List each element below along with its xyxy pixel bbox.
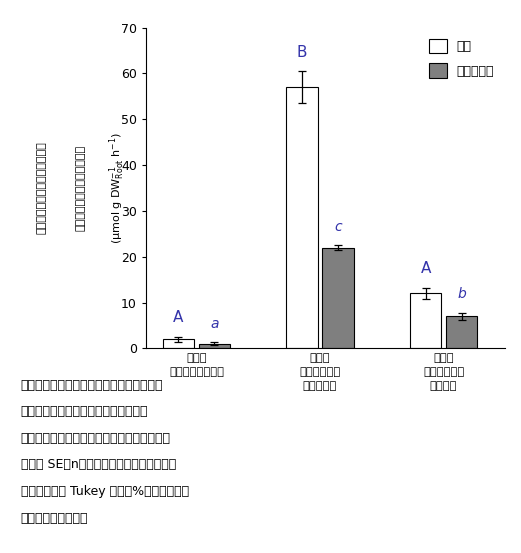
Bar — [287, 87, 318, 348]
Text: 注）図１のガス層には空気を充填している。: 注）図１のガス層には空気を充填している。 — [21, 432, 171, 445]
Text: 量および根系からの二酸化炭素排出量: 量および根系からの二酸化炭素排出量 — [21, 405, 148, 419]
Text: および二酸化炭素の上昇速度: および二酸化炭素の上昇速度 — [76, 145, 86, 231]
Text: a: a — [210, 317, 219, 331]
Bar — [199, 344, 230, 348]
Text: A: A — [173, 310, 183, 326]
Text: B: B — [297, 45, 307, 60]
Text: A: A — [420, 262, 431, 276]
Text: バーは SE（n＝３）を示す。同じアルファ: バーは SE（n＝３）を示す。同じアルファ — [21, 458, 176, 472]
Text: (μmol g DW$_{\mathregular{Root}}^{\mathregular{-1}}$ h$^{\mathregular{-1}}$): (μmol g DW$_{\mathregular{Root}}^{\mathr… — [107, 132, 127, 244]
Text: 図２　通気組織を通じた根系への酸素供給: 図２ 通気組織を通じた根系への酸素供給 — [21, 379, 164, 392]
Text: c: c — [334, 220, 342, 234]
Legend: 酸素, 二酸化炭素: 酸素, 二酸化炭素 — [424, 34, 499, 83]
Text: がないことを示す。: がないことを示す。 — [21, 512, 89, 525]
Bar — [163, 339, 194, 348]
Bar — [446, 316, 477, 348]
Text: ガス層における酸素の減少速度: ガス層における酸素の減少速度 — [36, 142, 47, 234]
Bar — [410, 294, 441, 348]
Text: b: b — [457, 287, 466, 301]
Bar — [322, 248, 354, 348]
Text: ベット間には Tukey 法で１%水準で有意差: ベット間には Tukey 法で１%水準で有意差 — [21, 485, 189, 498]
